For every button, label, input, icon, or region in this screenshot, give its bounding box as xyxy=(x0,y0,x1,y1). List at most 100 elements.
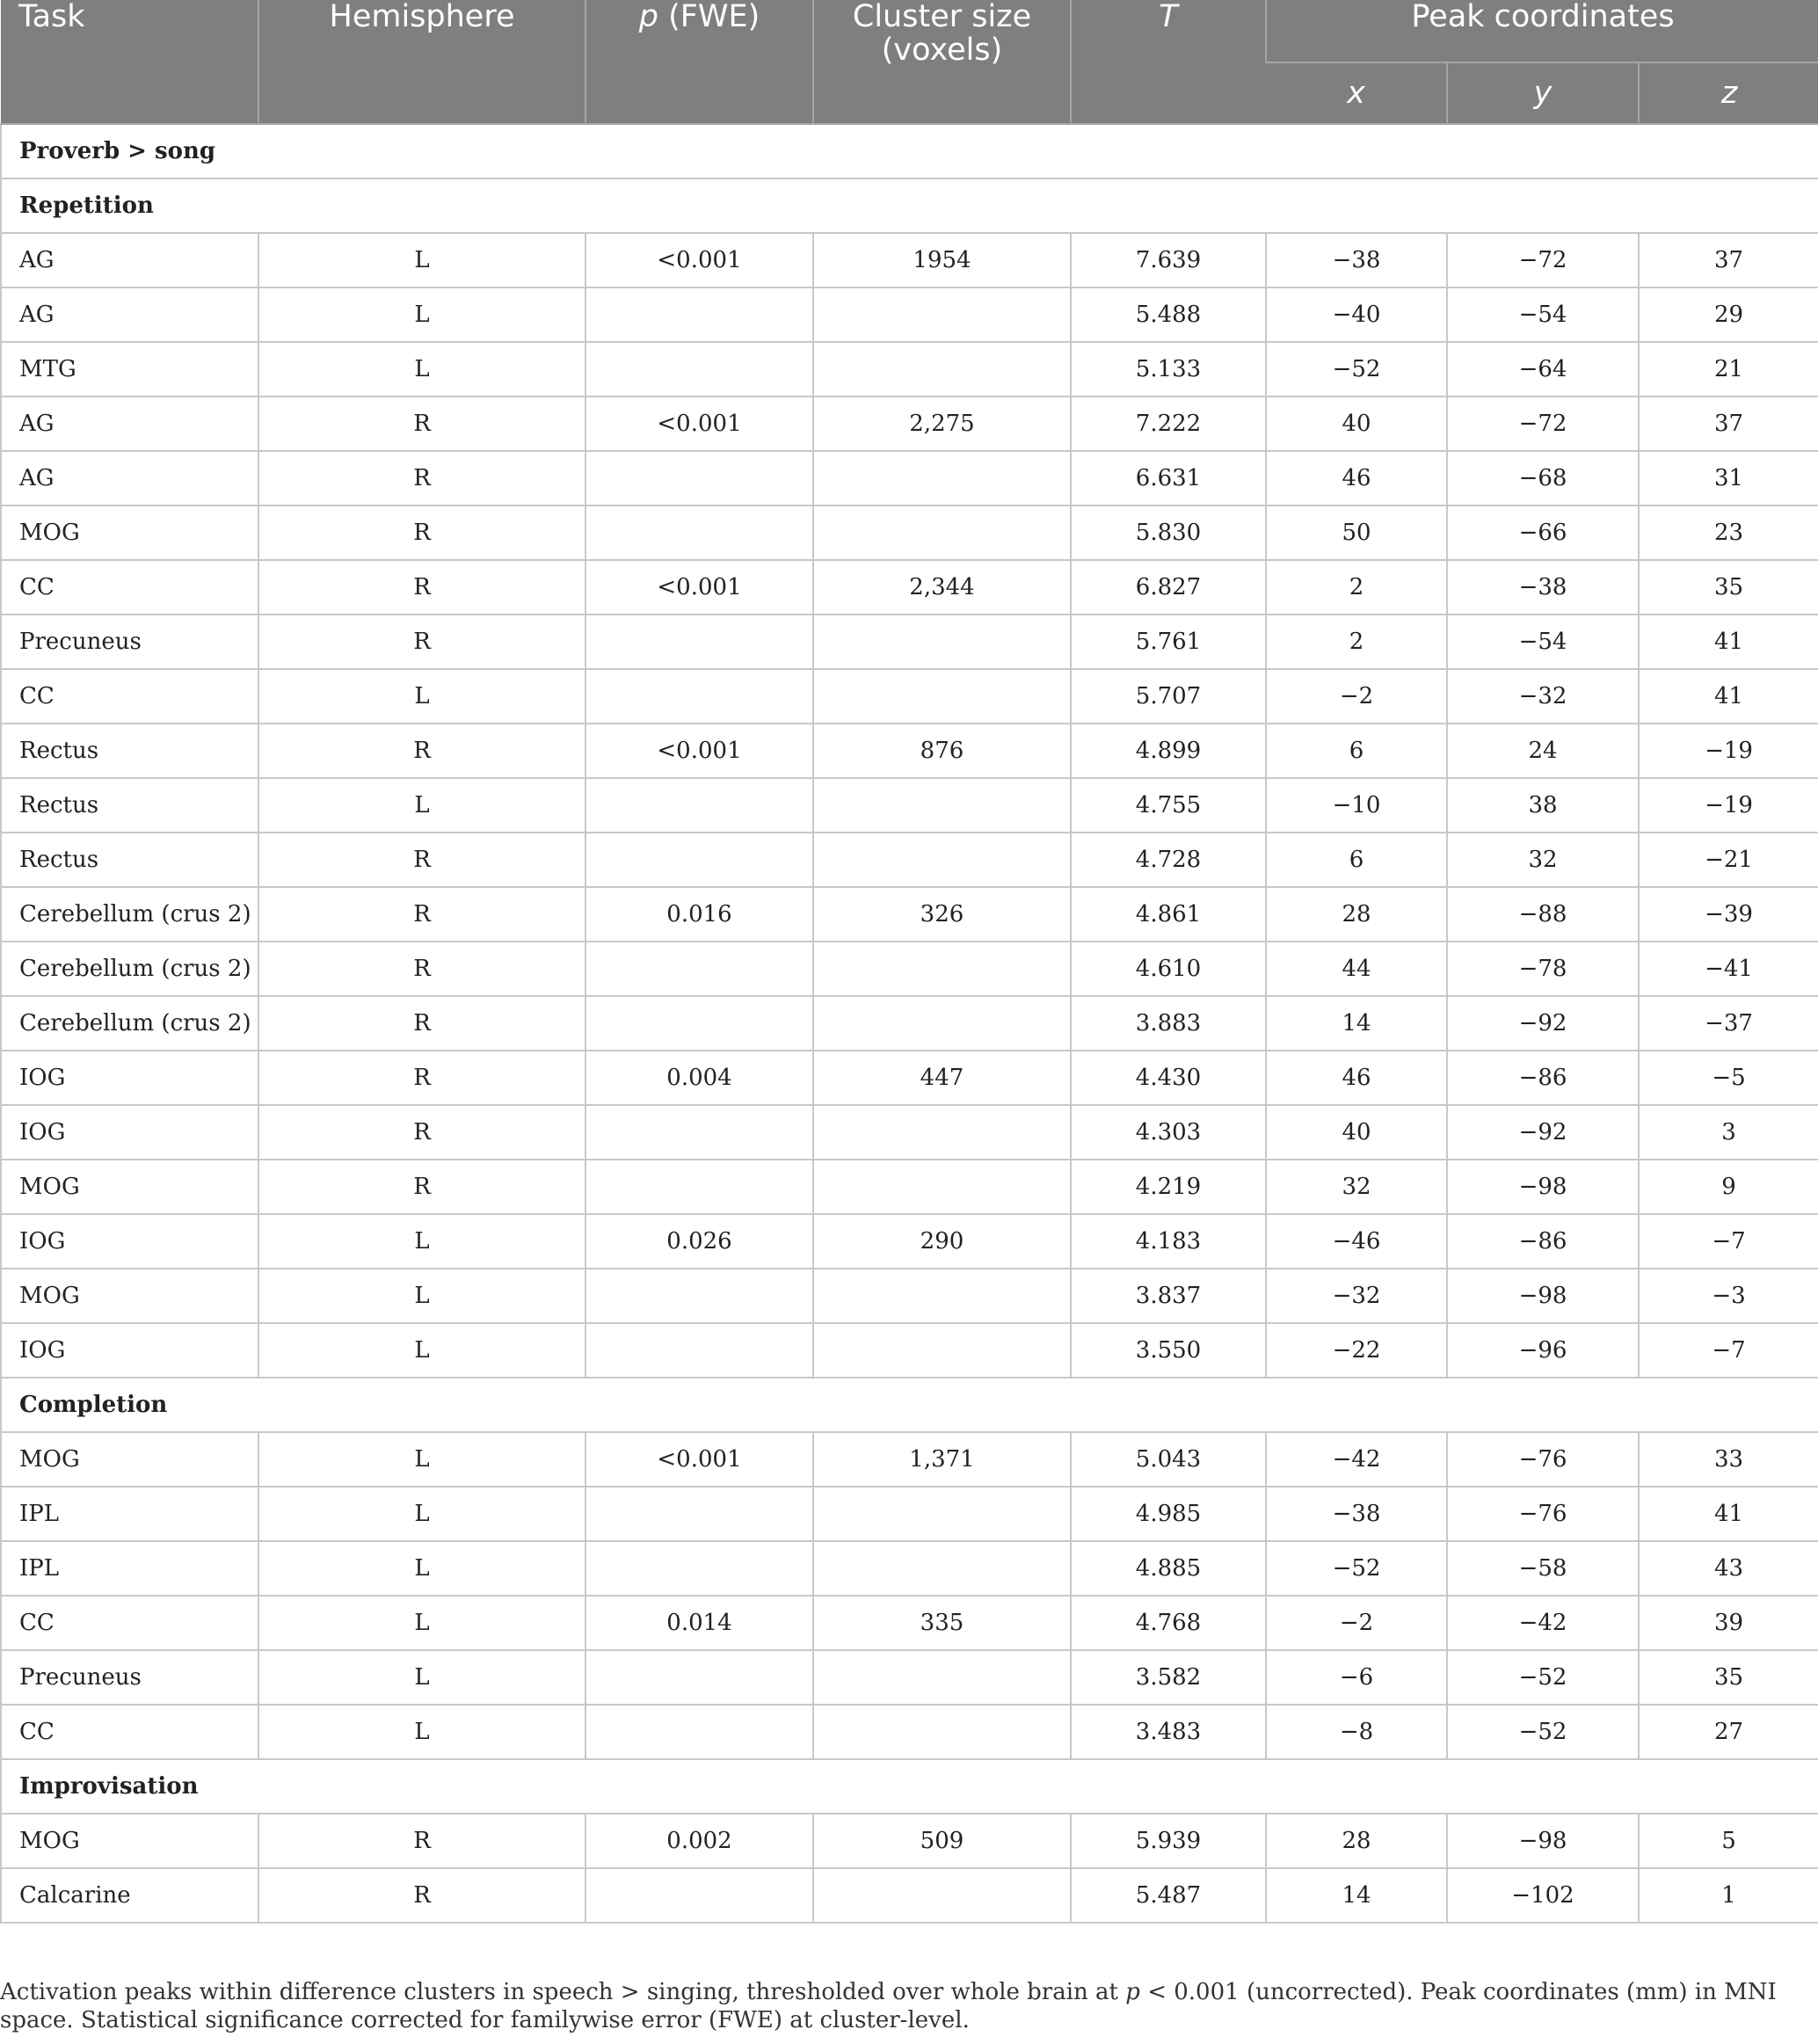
cell-p-fwe xyxy=(585,506,813,561)
cell-y: −92 xyxy=(1446,996,1639,1051)
cell-t: 4.219 xyxy=(1070,1160,1266,1215)
table-row: IOG L 0.026 290 4.183 −46 −86 −7 xyxy=(0,1214,1818,1269)
cell-z: 29 xyxy=(1638,287,1818,343)
cell-region: MOG xyxy=(0,1432,258,1488)
cell-hemisphere: L xyxy=(258,1487,585,1542)
cell-region: Precuneus xyxy=(0,1650,258,1706)
cell-hemisphere: R xyxy=(258,942,585,997)
cell-x: −10 xyxy=(1265,778,1447,833)
footnote-part2: < 0.001 (uncorrected). Peak coordinates … xyxy=(0,1979,1777,2033)
table-row: MOG L 3.837 −32 −98 −3 xyxy=(0,1269,1818,1324)
cell-cluster-size xyxy=(812,1487,1071,1542)
cell-x: 28 xyxy=(1265,1814,1447,1869)
cell-x: −2 xyxy=(1265,669,1447,724)
cell-cluster-size: 876 xyxy=(812,724,1071,779)
header-cluster-line1: Cluster size xyxy=(852,0,1032,34)
cell-p-fwe xyxy=(585,669,813,724)
header-y-label: y xyxy=(1533,76,1553,111)
cell-x: −40 xyxy=(1265,287,1447,343)
footnote-part1: Activation peaks within difference clust… xyxy=(0,1979,1126,2005)
cell-cluster-size xyxy=(812,996,1071,1051)
cell-hemisphere: L xyxy=(258,1323,585,1378)
cell-p-fwe xyxy=(585,1705,813,1760)
cell-x: 6 xyxy=(1265,724,1447,779)
cell-y: −54 xyxy=(1446,287,1639,343)
cell-x: 46 xyxy=(1265,1051,1447,1106)
cell-region: Cerebellum (crus 2) xyxy=(0,996,258,1051)
cell-z: −19 xyxy=(1638,778,1818,833)
cell-hemisphere: R xyxy=(258,1868,585,1924)
cell-p-fwe xyxy=(585,942,813,997)
header-z-label: z xyxy=(1720,76,1738,111)
cell-cluster-size xyxy=(812,342,1071,397)
cell-p-fwe xyxy=(585,996,813,1051)
cell-region: Cerebellum (crus 2) xyxy=(0,887,258,942)
header-t-label: T xyxy=(1159,0,1178,34)
cell-y: 32 xyxy=(1446,833,1639,888)
table-row: IOG R 4.303 40 −92 3 xyxy=(0,1105,1818,1160)
table-row: MOG R 5.830 50 −66 23 xyxy=(0,506,1818,561)
cell-cluster-size: 326 xyxy=(812,887,1071,942)
cell-t: 4.985 xyxy=(1070,1487,1266,1542)
cell-hemisphere: L xyxy=(258,1596,585,1651)
cell-p-fwe xyxy=(585,451,813,506)
table-row: IOG R 0.004 447 4.430 46 −86 −5 xyxy=(0,1051,1818,1106)
cell-p-fwe xyxy=(585,778,813,833)
cell-cluster-size xyxy=(812,1541,1071,1597)
cell-hemisphere: R xyxy=(258,887,585,942)
cell-y: −54 xyxy=(1446,615,1639,670)
table-row: CC L 3.483 −8 −52 27 xyxy=(0,1705,1818,1760)
table-row: IPL L 4.885 −52 −58 43 xyxy=(0,1541,1818,1597)
cell-t: 3.883 xyxy=(1070,996,1266,1051)
cell-t: 5.043 xyxy=(1070,1432,1266,1488)
cell-p-fwe xyxy=(585,342,813,397)
cell-p-fwe xyxy=(585,1269,813,1324)
cell-y: −76 xyxy=(1446,1432,1639,1488)
cell-cluster-size xyxy=(812,1705,1071,1760)
cell-t: 4.885 xyxy=(1070,1541,1266,1597)
cell-x: −38 xyxy=(1265,233,1447,288)
cell-z: −41 xyxy=(1638,942,1818,997)
footnote-p-italic: p xyxy=(1125,1979,1140,2005)
cell-t: 4.183 xyxy=(1070,1214,1266,1269)
cell-cluster-size xyxy=(812,506,1071,561)
cell-region: CC xyxy=(0,1705,258,1760)
cell-region: CC xyxy=(0,560,258,615)
cell-region: AG xyxy=(0,451,258,506)
cell-x: −22 xyxy=(1265,1323,1447,1378)
cell-t: 5.830 xyxy=(1070,506,1266,561)
cell-t: 3.550 xyxy=(1070,1323,1266,1378)
cell-z: −7 xyxy=(1638,1323,1818,1378)
cell-hemisphere: L xyxy=(258,1214,585,1269)
table-body: Proverb > song Repetition AG L <0.001 1954 7.… xyxy=(0,124,1818,1924)
cell-x: 2 xyxy=(1265,560,1447,615)
cell-t: 5.939 xyxy=(1070,1814,1266,1869)
cell-z: −5 xyxy=(1638,1051,1818,1106)
cell-t: 4.728 xyxy=(1070,833,1266,888)
group-label: Repetition xyxy=(0,178,1818,234)
cell-t: 5.487 xyxy=(1070,1868,1266,1924)
cell-x: −52 xyxy=(1265,1541,1447,1597)
cell-y: 38 xyxy=(1446,778,1639,833)
cell-t: 5.488 xyxy=(1070,287,1266,343)
cell-x: 14 xyxy=(1265,1868,1447,1924)
cell-x: 28 xyxy=(1265,887,1447,942)
group-row: Improvisation xyxy=(0,1759,1818,1815)
table-row: Precuneus L 3.582 −6 −52 35 xyxy=(0,1650,1818,1706)
table-row: IPL L 4.985 −38 −76 41 xyxy=(0,1487,1818,1542)
cell-t: 5.133 xyxy=(1070,342,1266,397)
cell-y: −78 xyxy=(1446,942,1639,997)
cell-z: 37 xyxy=(1638,233,1818,288)
cell-y: −96 xyxy=(1446,1323,1639,1378)
cell-p-fwe: 0.014 xyxy=(585,1596,813,1651)
cell-region: MOG xyxy=(0,1814,258,1869)
cell-cluster-size: 2,275 xyxy=(812,396,1071,452)
cell-hemisphere: L xyxy=(258,1541,585,1597)
cell-p-fwe: <0.001 xyxy=(585,560,813,615)
table-row: AG R <0.001 2,275 7.222 40 −72 37 xyxy=(0,396,1818,452)
cell-t: 3.582 xyxy=(1070,1650,1266,1706)
cell-z: 3 xyxy=(1638,1105,1818,1160)
cell-cluster-size xyxy=(812,1105,1071,1160)
cell-z: 5 xyxy=(1638,1814,1818,1869)
cell-hemisphere: R xyxy=(258,996,585,1051)
